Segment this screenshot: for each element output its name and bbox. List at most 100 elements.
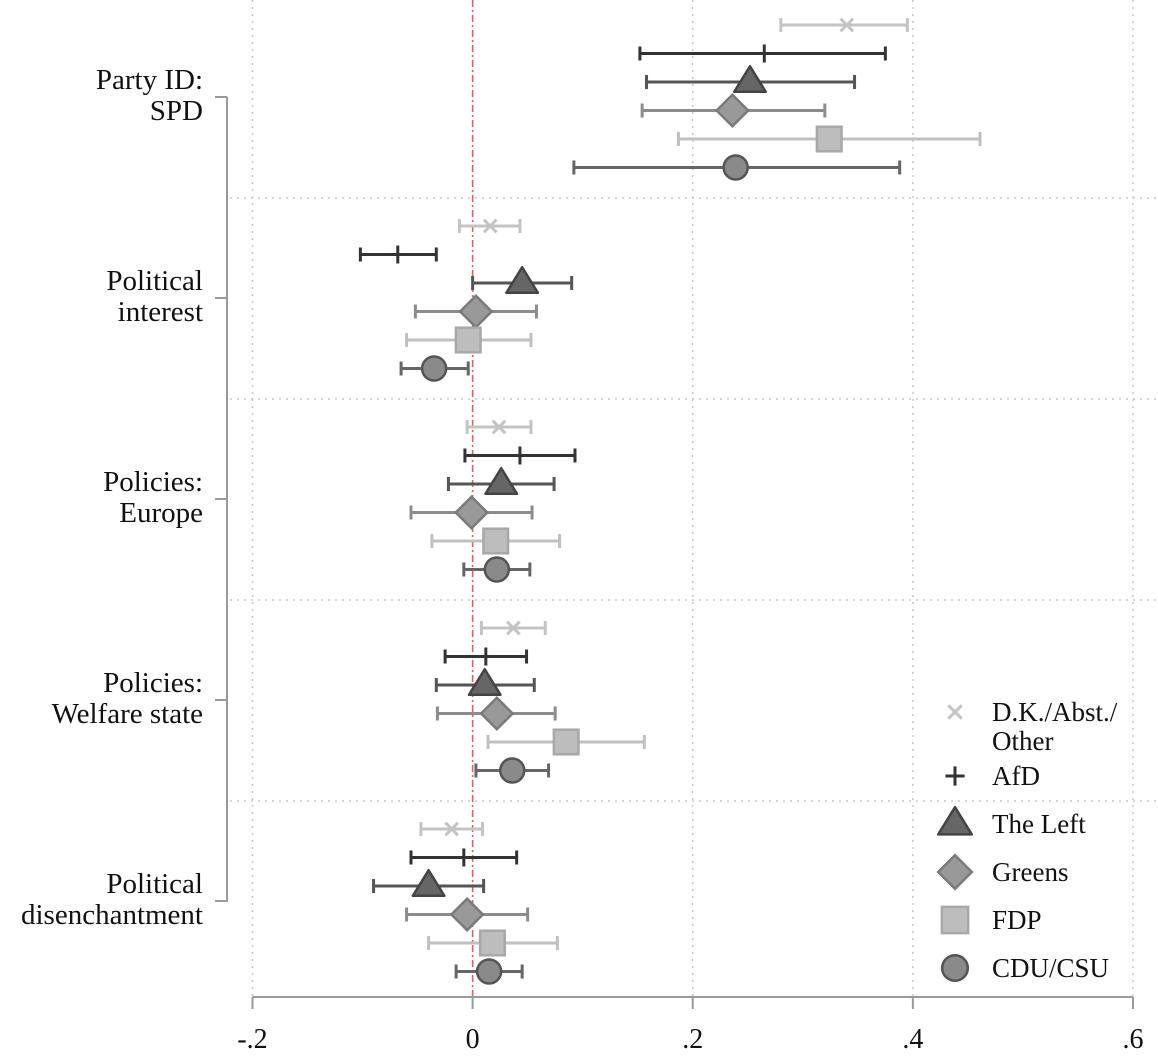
group-label: Welfare state — [52, 698, 203, 730]
data-point — [405, 896, 530, 933]
data-point — [638, 44, 887, 63]
data-point — [454, 958, 524, 985]
point-marker — [454, 326, 482, 354]
point-marker — [484, 467, 519, 495]
legend-label: Other — [992, 726, 1053, 756]
data-point — [462, 556, 532, 583]
group-label: Political — [106, 265, 203, 297]
legend-label: The Left — [992, 809, 1086, 839]
data-point — [413, 293, 538, 330]
data-point — [399, 355, 470, 382]
data-point — [463, 446, 577, 465]
data-point — [645, 65, 857, 93]
point-marker — [482, 218, 498, 234]
x-tick-label: -.2 — [237, 1024, 267, 1055]
point-marker — [475, 958, 503, 985]
group-label: interest — [118, 296, 203, 328]
x-tick-label: .6 — [1123, 1024, 1144, 1055]
legend-item: D.K./Abst./Other — [947, 697, 1118, 756]
legend-marker — [940, 905, 970, 935]
data-point — [640, 92, 827, 129]
data-point — [572, 154, 902, 181]
point-marker — [420, 355, 448, 382]
series-layer — [358, 17, 982, 985]
data-point — [479, 620, 547, 636]
data-point — [427, 929, 559, 957]
legend-item: FDP — [940, 905, 1042, 935]
point-marker — [483, 556, 511, 583]
point-marker — [388, 245, 407, 264]
legend-marker — [947, 704, 963, 720]
point-marker — [714, 92, 750, 129]
grid-lines — [230, 0, 1158, 997]
data-point — [471, 266, 574, 294]
series-x — [419, 17, 909, 837]
data-point — [465, 419, 533, 435]
data-point — [457, 218, 522, 234]
group-label: Party ID: — [96, 64, 203, 96]
group-label: Europe — [119, 497, 203, 529]
point-marker — [755, 44, 774, 63]
group-label: Political — [106, 868, 203, 900]
data-point — [409, 494, 534, 531]
legend-label: CDU/CSU — [992, 953, 1109, 983]
data-point — [676, 125, 982, 153]
legend-marker — [936, 853, 974, 891]
point-marker — [467, 668, 502, 696]
data-point — [443, 647, 529, 666]
x-tick-label: .2 — [682, 1024, 703, 1055]
group-labels: Party ID:SPDPoliticalinterestPolicies:Eu… — [21, 64, 203, 931]
x-axis: -.2 0 .2 .4 .6 — [215, 96, 1144, 1055]
legend-marker — [945, 766, 965, 786]
point-marker — [444, 821, 460, 837]
data-point — [486, 728, 646, 756]
legend-item: AfD — [945, 761, 1040, 791]
group-label: disenchantment — [21, 899, 203, 931]
legend-label: AfD — [992, 761, 1040, 791]
legend-marker — [940, 953, 970, 983]
series-square — [405, 125, 982, 957]
legend-item: The Left — [936, 805, 1086, 839]
series-diamond — [405, 92, 827, 933]
point-marker — [449, 896, 485, 933]
data-point — [446, 467, 556, 495]
data-point — [779, 17, 909, 33]
legend-label: Greens — [992, 857, 1068, 887]
data-point — [409, 848, 519, 867]
data-point — [474, 757, 551, 784]
series-triangle — [372, 65, 857, 897]
legend-label: D.K./Abst./ — [992, 697, 1118, 727]
series-plus — [358, 44, 887, 867]
point-marker — [482, 527, 510, 555]
point-marker — [478, 929, 506, 957]
series-circle — [399, 154, 902, 985]
data-point — [434, 668, 536, 696]
point-marker — [505, 266, 540, 294]
data-point — [358, 245, 438, 264]
x-tick-label: .4 — [902, 1024, 923, 1055]
group-label: Policies: — [103, 667, 203, 699]
point-marker — [815, 125, 843, 153]
data-point — [419, 821, 485, 837]
x-tick-label: 0 — [466, 1024, 480, 1055]
point-marker — [505, 620, 521, 636]
point-marker — [498, 757, 526, 784]
legend: D.K./Abst./Other AfD The Left Greens FDP CDU/… — [936, 697, 1118, 983]
legend-item: CDU/CSU — [940, 953, 1109, 983]
legend-item: Greens — [936, 853, 1068, 891]
point-marker — [491, 419, 507, 435]
point-marker — [458, 293, 494, 330]
point-marker — [411, 869, 446, 897]
data-point — [405, 326, 533, 354]
point-marker — [839, 17, 855, 33]
group-label: Policies: — [103, 466, 203, 498]
point-marker — [510, 446, 529, 465]
point-marker — [722, 154, 749, 181]
point-marker — [476, 647, 495, 666]
data-point — [430, 527, 562, 555]
legend-marker — [936, 805, 974, 836]
point-marker — [454, 848, 473, 867]
data-point — [372, 869, 486, 897]
point-marker — [552, 728, 580, 756]
